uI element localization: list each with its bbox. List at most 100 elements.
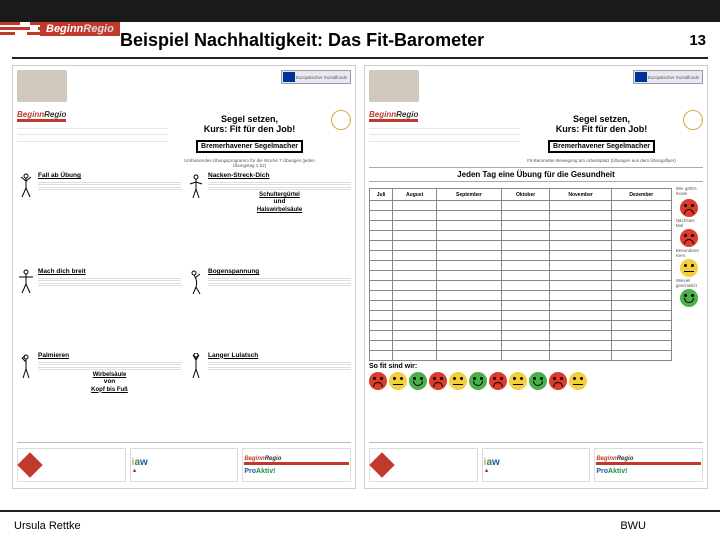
segel-l1: Segel setzen, <box>526 114 677 124</box>
bottom-bar: Ursula Rettke BWU <box>0 510 720 540</box>
figure-icon <box>187 172 205 200</box>
right-sub: Fit-Barometer-Bewegung am Arbeitsplatz (… <box>526 158 677 163</box>
table-row <box>370 231 672 241</box>
beginnregio-logo: BeginnRegio <box>17 110 66 122</box>
beginnregio-logo: BeginnRegio <box>369 110 418 122</box>
table-row <box>370 341 672 351</box>
month-header: August <box>393 189 437 201</box>
ex-title: Mach dich breit <box>38 268 181 275</box>
happy-face-icon <box>529 372 547 390</box>
exercise-grid: Fall ab Übung Nacken-Streck-Dich Schulte… <box>17 172 351 442</box>
figure-icon <box>17 172 35 200</box>
boxed-label: Bremerhavener Segelmacher <box>196 140 303 153</box>
mid-und: und <box>208 198 351 205</box>
sad-face-icon <box>429 372 447 390</box>
happy-face-icon <box>469 372 487 390</box>
ex-title: Fall ab Übung <box>38 172 181 179</box>
face-label: Wie geht's heute <box>676 186 703 198</box>
text-lines <box>208 180 351 190</box>
neutral-face-icon <box>569 372 587 390</box>
right-flyer: Europäischer Sozialfonds BeginnRegio Seg… <box>364 65 708 489</box>
sad-face-icon <box>489 372 507 390</box>
table-row <box>370 271 672 281</box>
month-header: Oktober <box>501 189 550 201</box>
face-label: Besonderer Kern <box>676 248 703 258</box>
segel-l2: Kurs: Fit für den Job! <box>526 124 677 134</box>
sad-face-icon <box>549 372 567 390</box>
eu-flag-icon <box>283 72 295 82</box>
table-row <box>370 221 672 231</box>
text-lines <box>38 180 181 190</box>
segel-l2: Kurs: Fit für den Job! <box>174 124 325 134</box>
table-row <box>370 241 672 251</box>
face-label: Wieviel geschwitzt <box>676 278 703 288</box>
table-row <box>370 261 672 271</box>
left-flyer: Europäischer Sozialfonds BeginnRegio Seg… <box>12 65 356 489</box>
month-header: Dezember <box>611 189 671 201</box>
text-lines <box>208 276 351 286</box>
happy-face-icon <box>409 372 427 390</box>
calendar-table: Juli August September Oktober November D… <box>369 188 672 361</box>
segel-title: Segel setzen, Kurs: Fit für den Job! <box>526 114 677 134</box>
ex-title: Nacken-Streck-Dich <box>208 172 351 179</box>
footer-logos-right: iaw▲ BeginnRegioProAktiv! <box>369 442 703 484</box>
figure-icon <box>187 268 205 296</box>
logo-beginnregio: BeginnRegioProAktiv! <box>242 448 351 482</box>
table-row <box>370 331 672 341</box>
exercise-item: Nacken-Streck-Dich Schultergürtel und Ha… <box>187 172 351 262</box>
logo-iaw: iaw▲ <box>482 448 591 482</box>
top-bar <box>0 0 720 22</box>
sad-face-icon <box>680 229 698 247</box>
exercise-item: Fall ab Übung <box>17 172 181 262</box>
content-area: Europäischer Sozialfonds BeginnRegio Seg… <box>0 59 720 489</box>
neutral-face-icon <box>509 372 527 390</box>
table-row <box>370 301 672 311</box>
org-label: BWU <box>620 520 646 532</box>
mid-label: Halswirbelsäule <box>208 207 351 213</box>
mid-von: von <box>38 378 181 385</box>
traffic-faces-row <box>369 372 703 390</box>
seal-icon <box>683 110 703 130</box>
exercise-item: Mach dich breit <box>17 268 181 345</box>
neutral-face-icon <box>389 372 407 390</box>
exercise-item: Bogenspannung <box>187 268 351 345</box>
logo-text: BeginnRegio <box>40 22 120 36</box>
table-row <box>370 321 672 331</box>
mood-faces-column: Wie geht's heute Nächstes Mal Besonderer… <box>676 186 703 361</box>
calendar-heading: Jeden Tag eine Übung für die Gesundheit <box>369 167 703 182</box>
table-row <box>370 311 672 321</box>
left-sub: Umfassendes Übungsprogramm für die Woche… <box>174 158 325 168</box>
photo-placeholder <box>17 70 67 102</box>
segel-l1: Segel setzen, <box>174 114 325 124</box>
sad-face-icon <box>680 199 698 217</box>
exercise-item: Palmieren Wirbelsäule von Kopf bis Fuß <box>17 352 181 442</box>
table-row <box>370 351 672 361</box>
face-label: Nächstes Mal <box>676 218 703 228</box>
month-header: Juli <box>370 189 393 201</box>
photo-placeholder <box>369 70 419 102</box>
happy-face-icon <box>680 289 698 307</box>
logo-bwu <box>17 448 126 482</box>
boxed-label: Bremerhavener Segelmacher <box>548 140 655 153</box>
ex-title: Langer Lulatsch <box>208 352 351 359</box>
logo-beginnregio: BeginnRegioProAktiv! <box>594 448 703 482</box>
table-row <box>370 201 672 211</box>
eu-logo: Europäischer Sozialfonds <box>281 70 351 84</box>
eu-flag-icon <box>635 72 647 82</box>
page-title: Beispiel Nachhaltigkeit: Das Fit-Baromet… <box>120 30 677 51</box>
table-row <box>370 251 672 261</box>
author-name: Ursula Rettke <box>14 520 81 532</box>
figure-icon <box>17 352 35 380</box>
figure-icon <box>17 268 35 296</box>
logo-iaw: iaw▲ <box>130 448 239 482</box>
page-number: 13 <box>689 32 706 49</box>
diamond-icon <box>17 452 42 477</box>
ex-title: Palmieren <box>38 352 181 359</box>
mid-label: Kopf bis Fuß <box>38 387 181 393</box>
text-lines <box>38 360 181 370</box>
neutral-face-icon <box>449 372 467 390</box>
sofit-label: So fit sind wir: <box>369 363 703 370</box>
table-row <box>370 211 672 221</box>
sad-face-icon <box>369 372 387 390</box>
neutral-face-icon <box>680 259 698 277</box>
